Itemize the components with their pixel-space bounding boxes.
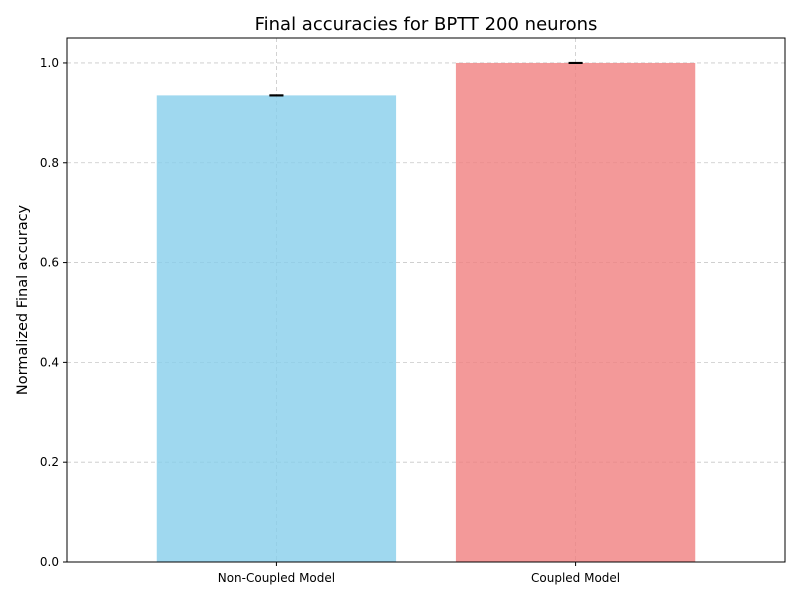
y-tick-label: 0.4 (40, 355, 59, 369)
y-tick-label: 0.6 (40, 256, 59, 270)
error-bars-layer (269, 61, 583, 97)
ticks-layer: 0.0 0.2 0.4 0.6 0.8 1.0 Non-Coupled Model Coupl… (40, 56, 620, 585)
bar-coupled-model (455, 62, 696, 562)
y-tick-label: 1.0 (40, 56, 59, 70)
plot-frame (66, 37, 786, 563)
y-tick-label: 0.2 (40, 455, 59, 469)
bar-non-coupled-model (156, 95, 397, 562)
x-tick-label: Non-Coupled Model (218, 571, 335, 585)
y-tick-label: 0.0 (40, 555, 59, 569)
x-tick-label: Coupled Model (531, 571, 620, 585)
chart-title: Final accuracies for BPTT 200 neurons (255, 14, 598, 35)
y-tick-label: 0.8 (40, 156, 59, 170)
bars-layer (156, 62, 696, 562)
y-axis-label: Normalized Final accuracy (15, 204, 31, 395)
